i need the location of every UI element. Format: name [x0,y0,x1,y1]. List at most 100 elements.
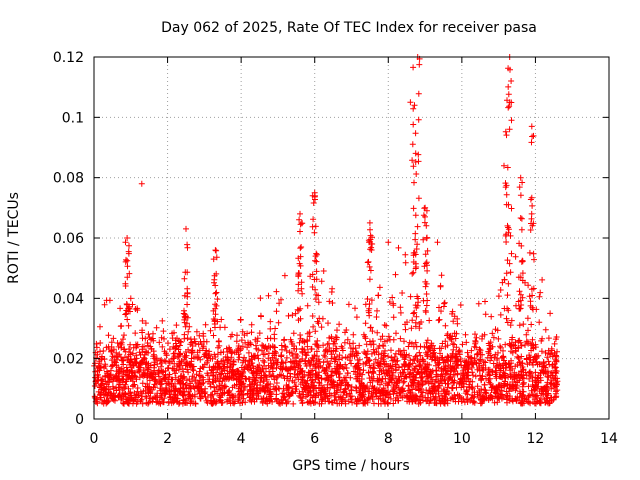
data-point [536,319,543,326]
data-point [524,315,531,322]
data-point [130,397,136,404]
data-point [275,319,282,326]
data-point [529,304,536,311]
data-point [127,389,134,396]
data-point [540,388,547,394]
data-point [464,372,471,379]
data-point [320,268,327,274]
data-point [526,352,533,359]
data-point [241,354,248,361]
data-point [336,370,343,377]
data-point [546,400,553,407]
data-point [263,365,269,372]
data-point [178,339,184,346]
data-point [142,320,149,327]
data-point [132,394,139,401]
data-point [271,360,277,367]
data-point [214,296,221,303]
data-point [506,126,513,133]
data-point [374,378,381,385]
data-point [454,393,461,399]
data-point [542,384,549,391]
data-point [429,376,436,383]
data-point [410,343,417,350]
data-point [424,297,431,304]
data-point [324,348,331,355]
data-point [311,229,318,236]
data-point [508,385,515,392]
data-point [125,322,132,329]
data-point [319,395,326,402]
data-point [146,385,153,392]
data-point [166,346,173,353]
data-point [155,373,162,380]
data-point [403,373,410,380]
data-point [288,350,295,357]
data-point [503,132,510,139]
data-point [424,234,430,241]
data-point [205,372,211,379]
data-point [385,353,391,360]
data-point [497,344,504,351]
data-point [353,314,360,321]
data-point [409,270,416,277]
data-point [136,349,143,356]
data-point [522,342,528,348]
data-point [411,309,418,316]
data-point [256,330,263,337]
data-point [531,386,538,393]
data-point [261,378,267,384]
data-point [180,392,187,399]
data-point [304,343,311,350]
data-point [470,372,476,379]
data-point [148,371,155,378]
data-point [290,330,297,337]
data-point [97,323,103,330]
data-point [143,399,150,406]
data-point [283,387,290,394]
data-point [253,374,259,381]
data-point [181,292,188,299]
data-point [375,396,382,402]
data-point [331,338,337,345]
data-point [138,396,145,403]
data-point [101,385,108,392]
data-point [517,174,524,181]
data-point [528,139,535,146]
data-point [548,385,555,392]
data-point [453,330,460,337]
data-point [171,329,177,336]
data-point [448,336,455,343]
data-point [532,369,539,376]
data-point [158,334,165,341]
data-point [97,340,104,346]
data-point [153,399,160,406]
data-point [279,365,286,372]
data-point [435,361,442,368]
data-point [428,388,435,395]
data-point [367,267,374,274]
data-point [247,397,254,404]
data-point [347,351,354,358]
data-point [210,332,217,339]
data-point [468,354,475,361]
data-point [280,397,287,404]
data-point [218,382,225,389]
data-point [293,354,300,361]
data-point [542,364,549,371]
data-point [307,387,314,394]
data-point [297,394,304,401]
y-tick-label: 0 [75,412,84,428]
data-point [517,305,523,312]
data-point [487,395,494,402]
data-point [219,361,226,367]
data-point [195,354,202,361]
data-point [426,317,433,324]
data-point [468,364,475,371]
data-point [257,379,264,386]
data-point [421,219,428,226]
data-point [250,381,256,387]
data-point [211,272,218,279]
data-point [188,348,195,354]
data-point [477,357,484,364]
